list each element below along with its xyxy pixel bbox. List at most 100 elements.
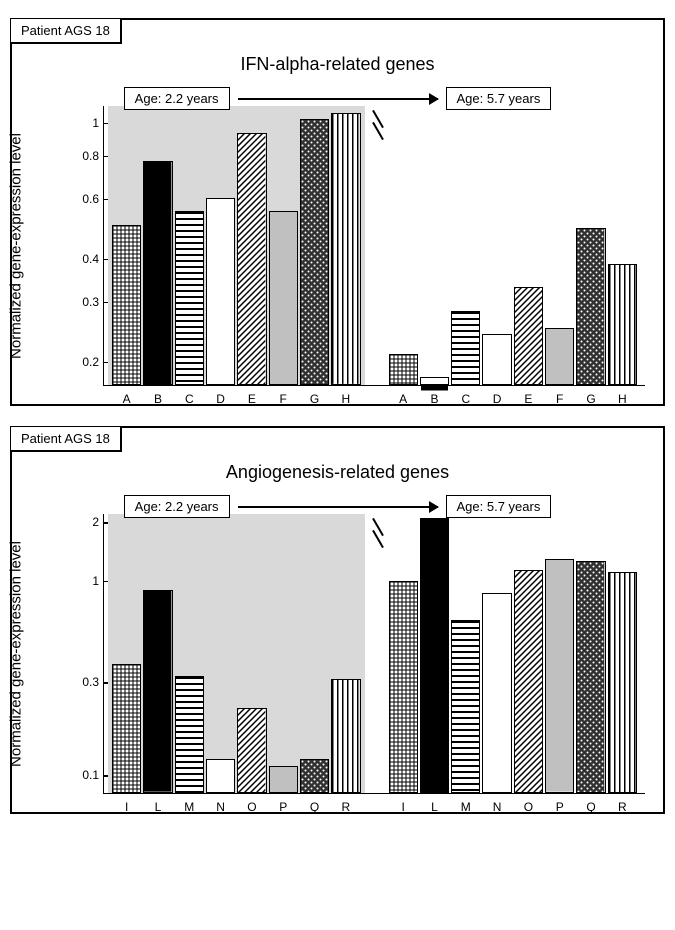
bar: I bbox=[389, 581, 418, 793]
x-category-label: E bbox=[524, 392, 532, 406]
x-category-label: L bbox=[431, 800, 438, 814]
bar: Q bbox=[300, 759, 329, 793]
x-category-label: I bbox=[401, 800, 404, 814]
bar: I bbox=[112, 664, 141, 793]
bar: D bbox=[206, 198, 235, 385]
bar: P bbox=[545, 559, 574, 793]
bar: Q bbox=[576, 561, 605, 793]
y-tick: 0.8 bbox=[82, 149, 99, 163]
bar: A bbox=[112, 225, 141, 385]
x-category-label: A bbox=[123, 392, 131, 406]
x-category-label: D bbox=[216, 392, 225, 406]
x-category-label: P bbox=[556, 800, 564, 814]
arrow-icon-2 bbox=[238, 506, 438, 508]
axis-break-icon-2 bbox=[368, 526, 382, 548]
x-category-label: D bbox=[493, 392, 502, 406]
y-tick: 0.3 bbox=[82, 675, 99, 689]
chart2-y-axis: 0.1 0.3 1 2 bbox=[64, 514, 104, 794]
bar: F bbox=[545, 328, 574, 385]
x-category-label: G bbox=[586, 392, 595, 406]
x-category-label: I bbox=[125, 800, 128, 814]
x-category-label: Q bbox=[310, 800, 319, 814]
bar: O bbox=[514, 570, 543, 793]
age-right-box-2: Age: 5.7 years bbox=[446, 495, 552, 518]
bar: H bbox=[608, 264, 637, 385]
y-axis-label-2: Normalized gene-expression level bbox=[8, 541, 25, 767]
x-category-label: F bbox=[280, 392, 287, 406]
bar: G bbox=[300, 119, 329, 385]
x-category-label: O bbox=[247, 800, 256, 814]
x-category-label: F bbox=[556, 392, 563, 406]
age-left-box: Age: 2.2 years bbox=[124, 87, 230, 110]
x-category-label: M bbox=[184, 800, 194, 814]
x-category-label: L bbox=[155, 800, 162, 814]
y-axis-label: Normalized gene-expression level bbox=[8, 133, 25, 359]
x-category-label: Q bbox=[586, 800, 595, 814]
x-category-label: N bbox=[216, 800, 225, 814]
x-category-label: A bbox=[399, 392, 407, 406]
panel-angio: Patient AGS 18 Angiogenesis-related gene… bbox=[10, 426, 665, 814]
y-tick: 0.1 bbox=[82, 768, 99, 782]
chart2-group-right: ILMNOPQR bbox=[385, 514, 642, 793]
chart2-title: Angiogenesis-related genes bbox=[30, 462, 645, 483]
age-right-box: Age: 5.7 years bbox=[446, 87, 552, 110]
chart2-group-left: ILMNOPQR bbox=[108, 514, 365, 793]
x-category-label: P bbox=[279, 800, 287, 814]
bar: O bbox=[237, 708, 266, 793]
patient-label-2: Patient AGS 18 bbox=[11, 427, 122, 452]
y-tick: 1 bbox=[92, 574, 99, 588]
bar: R bbox=[608, 572, 637, 793]
bar: M bbox=[175, 676, 204, 793]
y-tick: 0.3 bbox=[82, 295, 99, 309]
bar: G bbox=[576, 228, 605, 385]
bar: R bbox=[331, 679, 360, 793]
x-category-label: G bbox=[310, 392, 319, 406]
bar: N bbox=[482, 593, 511, 793]
panel-ifn: Patient AGS 18 IFN-alpha-related genes A… bbox=[10, 18, 665, 406]
bar: H bbox=[331, 113, 360, 385]
y-tick: 0.2 bbox=[82, 355, 99, 369]
x-category-label: C bbox=[461, 392, 470, 406]
arrow-icon bbox=[238, 98, 438, 100]
age-left-box-2: Age: 2.2 years bbox=[124, 495, 230, 518]
bar: L bbox=[143, 590, 172, 793]
bar: C bbox=[451, 311, 480, 385]
y-tick: 0.6 bbox=[82, 192, 99, 206]
bar: D bbox=[482, 334, 511, 385]
chart2-plot-area: ILMNOPQR ILMNOPQR bbox=[104, 514, 645, 794]
chart1-group-left: ABCDEFGH bbox=[108, 106, 365, 385]
bar: B bbox=[143, 161, 172, 385]
chart1-plot-wrap: Normalized gene-expression level 0.20.30… bbox=[30, 106, 645, 386]
y-tick: 0.4 bbox=[82, 252, 99, 266]
bar: L bbox=[420, 518, 449, 793]
x-category-label: R bbox=[618, 800, 627, 814]
chart2-plot-wrap: Normalized gene-expression level 0.10.31… bbox=[30, 514, 645, 794]
bar: N bbox=[206, 759, 235, 793]
axis-break-icon bbox=[368, 118, 382, 140]
x-category-label: N bbox=[493, 800, 502, 814]
bar: E bbox=[237, 133, 266, 385]
x-category-label: H bbox=[618, 392, 627, 406]
x-category-label: E bbox=[248, 392, 256, 406]
chart1-y-axis: 0.2 0.3 0.4 0.6 0.8 1 bbox=[64, 106, 104, 386]
x-category-label: M bbox=[461, 800, 471, 814]
x-category-label: B bbox=[154, 392, 162, 406]
bar: M bbox=[451, 620, 480, 793]
chart1-plot-area: ABCDEFGH ABCDEFGH bbox=[104, 106, 645, 386]
bar: E bbox=[514, 287, 543, 386]
chart1-group-right: ABCDEFGH bbox=[385, 106, 642, 385]
x-category-label: R bbox=[342, 800, 351, 814]
bar: P bbox=[269, 766, 298, 793]
x-category-label: H bbox=[342, 392, 351, 406]
x-category-label: C bbox=[185, 392, 194, 406]
x-category-label: B bbox=[430, 392, 438, 406]
bar: C bbox=[175, 211, 204, 385]
bar: B bbox=[420, 377, 449, 385]
bar: A bbox=[389, 354, 418, 385]
y-tick: 1 bbox=[92, 116, 99, 130]
chart1-title: IFN-alpha-related genes bbox=[30, 54, 645, 75]
bar: F bbox=[269, 211, 298, 385]
x-category-label: O bbox=[524, 800, 533, 814]
patient-label: Patient AGS 18 bbox=[11, 19, 122, 44]
y-tick: 2 bbox=[92, 515, 99, 529]
